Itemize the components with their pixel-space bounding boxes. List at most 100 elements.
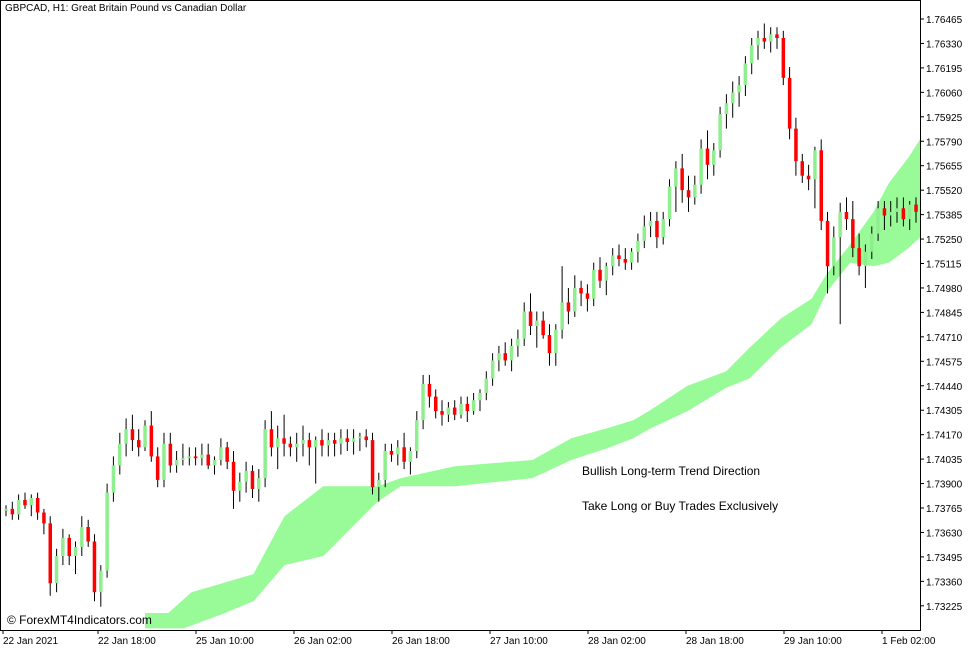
candle: [389, 443, 394, 462]
candle-body: [301, 440, 305, 444]
candle: [225, 441, 229, 470]
candle: [914, 197, 918, 223]
candle-body: [162, 443, 166, 480]
candle: [42, 508, 46, 535]
price-axis[interactable]: 1.76465 1.76330 1.76195 1.76060 1.75925 1.757…: [920, 15, 963, 613]
candle: [781, 30, 786, 86]
price-tick-label: 1.75790: [926, 137, 963, 148]
candle: [497, 345, 501, 372]
candle-body: [465, 403, 470, 412]
candle: [813, 146, 817, 209]
candle-body: [23, 499, 27, 506]
candle: [617, 244, 621, 267]
time-axis[interactable]: 22 Jan 2021 22 Jan 18:00 25 Jan 10:00 26 Ja…: [2, 630, 936, 647]
price-tick-label: 1.75520: [926, 186, 963, 197]
candle: [370, 432, 375, 495]
candle: [610, 248, 615, 276]
candle: [332, 432, 337, 457]
candle-body: [484, 378, 488, 393]
candle: [427, 374, 432, 408]
candle: [566, 288, 571, 325]
candle-body: [497, 353, 501, 361]
candle-body: [592, 269, 596, 299]
candle-body: [29, 498, 33, 506]
candle: [219, 438, 223, 466]
candle-body: [800, 161, 804, 176]
candle: [648, 211, 653, 238]
time-tick-label: 25 Jan 10:00: [196, 636, 254, 647]
candle: [844, 197, 849, 230]
candle: [478, 389, 482, 412]
candle-body: [42, 512, 46, 524]
candle-body: [623, 259, 628, 263]
candle: [737, 76, 741, 107]
candle: [54, 548, 59, 593]
candle-body: [427, 383, 432, 397]
candle: [238, 472, 242, 502]
time-tick-label: 27 Jan 10:00: [490, 636, 548, 647]
time-tick-label: 22 Jan 2021: [3, 636, 58, 647]
candle-body: [358, 436, 362, 439]
candle: [528, 293, 533, 335]
price-tick-label: 1.76465: [926, 15, 963, 26]
candle-body: [680, 168, 684, 191]
candle-body: [351, 438, 356, 442]
candle-body: [787, 77, 792, 129]
candle: [452, 400, 457, 421]
candle-body: [370, 440, 375, 488]
candle-body: [535, 320, 539, 326]
candle-body: [48, 523, 52, 584]
candle-body: [339, 438, 343, 444]
candle-body: [768, 34, 773, 42]
candle-body: [35, 498, 40, 513]
candle-body: [111, 465, 116, 493]
candle: [503, 342, 507, 366]
candle: [800, 153, 804, 183]
candle-body: [876, 208, 880, 234]
candle: [358, 432, 362, 451]
candle: [901, 197, 906, 227]
candle: [509, 338, 514, 372]
candle-body: [775, 34, 779, 38]
candle-body: [573, 288, 577, 312]
chart-title: GBPCAD, H1: Great Britain Pound vs Canad…: [5, 3, 247, 14]
time-tick-label: 26 Jan 02:00: [294, 636, 352, 647]
candle: [882, 201, 887, 230]
candle-body: [889, 211, 893, 216]
candle-body: [806, 175, 811, 180]
candle-body: [762, 38, 767, 42]
candle: [459, 396, 463, 419]
time-tick-label: 22 Jan 18:00: [98, 636, 156, 647]
candle: [339, 429, 343, 455]
candle-body: [124, 429, 128, 444]
candle: [162, 432, 166, 488]
candles-layer: [4, 23, 918, 607]
price-tick-label: 1.74575: [926, 357, 963, 368]
candle: [269, 411, 274, 457]
candle-body: [686, 190, 691, 198]
candle: [193, 447, 198, 466]
price-tick-label: 1.76195: [926, 64, 963, 75]
candle: [364, 429, 368, 448]
candle: [857, 233, 861, 276]
candle-body: [415, 420, 419, 451]
candle: [4, 505, 8, 517]
candle-body: [10, 508, 15, 515]
candle-body: [857, 248, 861, 267]
candle: [535, 311, 539, 348]
price-tick-label: 1.74035: [926, 455, 963, 466]
candle: [579, 280, 583, 307]
candle-body: [756, 38, 760, 46]
candle: [181, 443, 185, 466]
candle: [105, 483, 109, 578]
candle-body: [421, 383, 425, 421]
candle: [351, 429, 356, 455]
candle-body: [446, 407, 451, 415]
price-tick-label: 1.74170: [926, 431, 963, 442]
candle: [592, 262, 596, 307]
candle-body: [794, 128, 798, 162]
candle: [257, 469, 261, 502]
candle: [870, 226, 874, 259]
